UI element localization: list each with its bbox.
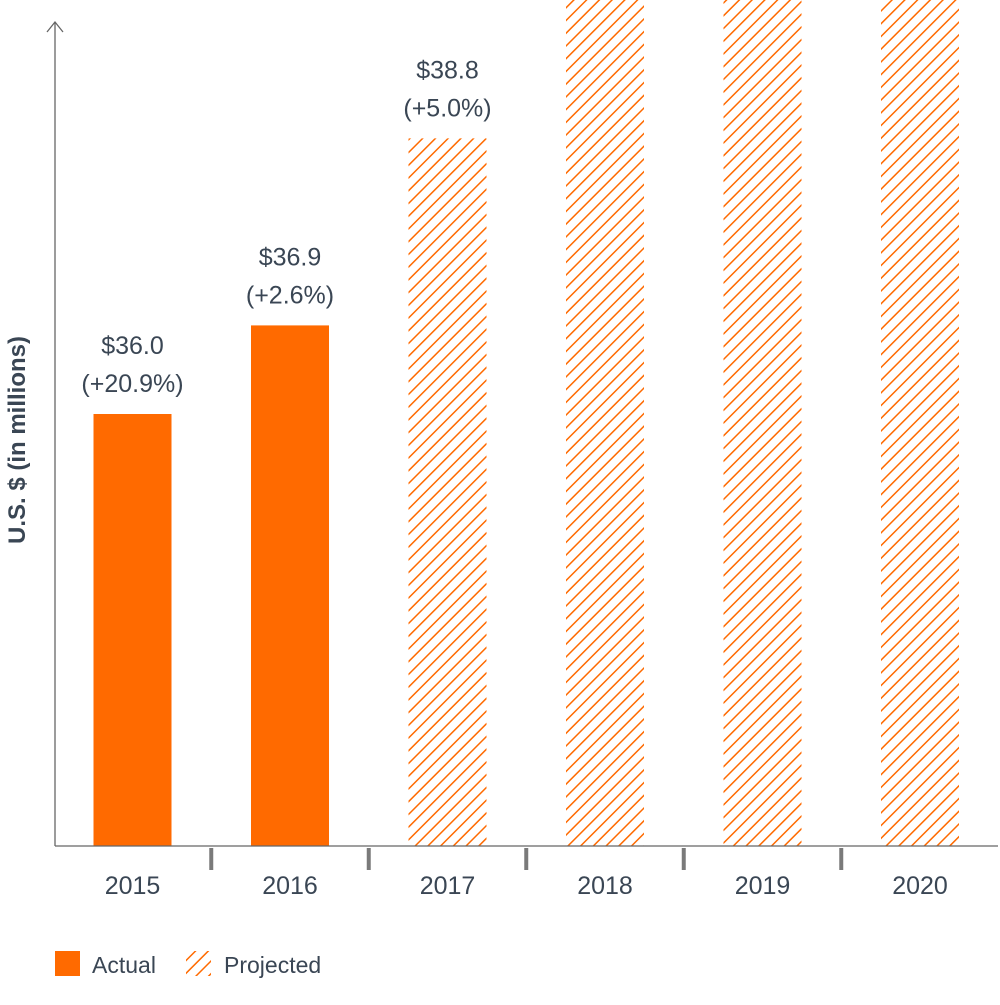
bar-2018 [566, 0, 644, 847]
x-tick-label-2016: 2016 [262, 872, 318, 900]
bar-2017 [408, 138, 487, 847]
legend-swatch-projected [186, 951, 211, 976]
legend-swatch-actual [55, 951, 80, 976]
bar-2019 [723, 0, 802, 846]
value-label-2016: $36.9 [259, 243, 322, 271]
x-tick-label-2018: 2018 [577, 872, 633, 900]
change-label-2017: (+5.0%) [403, 94, 491, 122]
x-tick-label-2020: 2020 [892, 872, 948, 900]
y-axis-arrow [46, 20, 64, 33]
bar-2020 [881, 0, 959, 847]
legend-label-projected: Projected [224, 952, 321, 978]
x-tick-label-2019: 2019 [735, 872, 791, 900]
y-axis-title: U.S. $ (in millions) [4, 336, 31, 544]
bar-2016 [251, 325, 329, 846]
bar-2015 [93, 414, 172, 846]
legend-label-actual: Actual [92, 952, 156, 978]
change-label-2016: (+2.6%) [246, 281, 334, 309]
value-label-2017: $38.8 [416, 56, 479, 84]
x-tick-label-2015: 2015 [105, 872, 161, 900]
value-label-2015: $36.0 [101, 332, 164, 360]
legend: Actual Projected [55, 951, 321, 978]
x-tick-label-2017: 2017 [420, 872, 476, 900]
change-label-2015: (+20.9%) [81, 370, 183, 398]
